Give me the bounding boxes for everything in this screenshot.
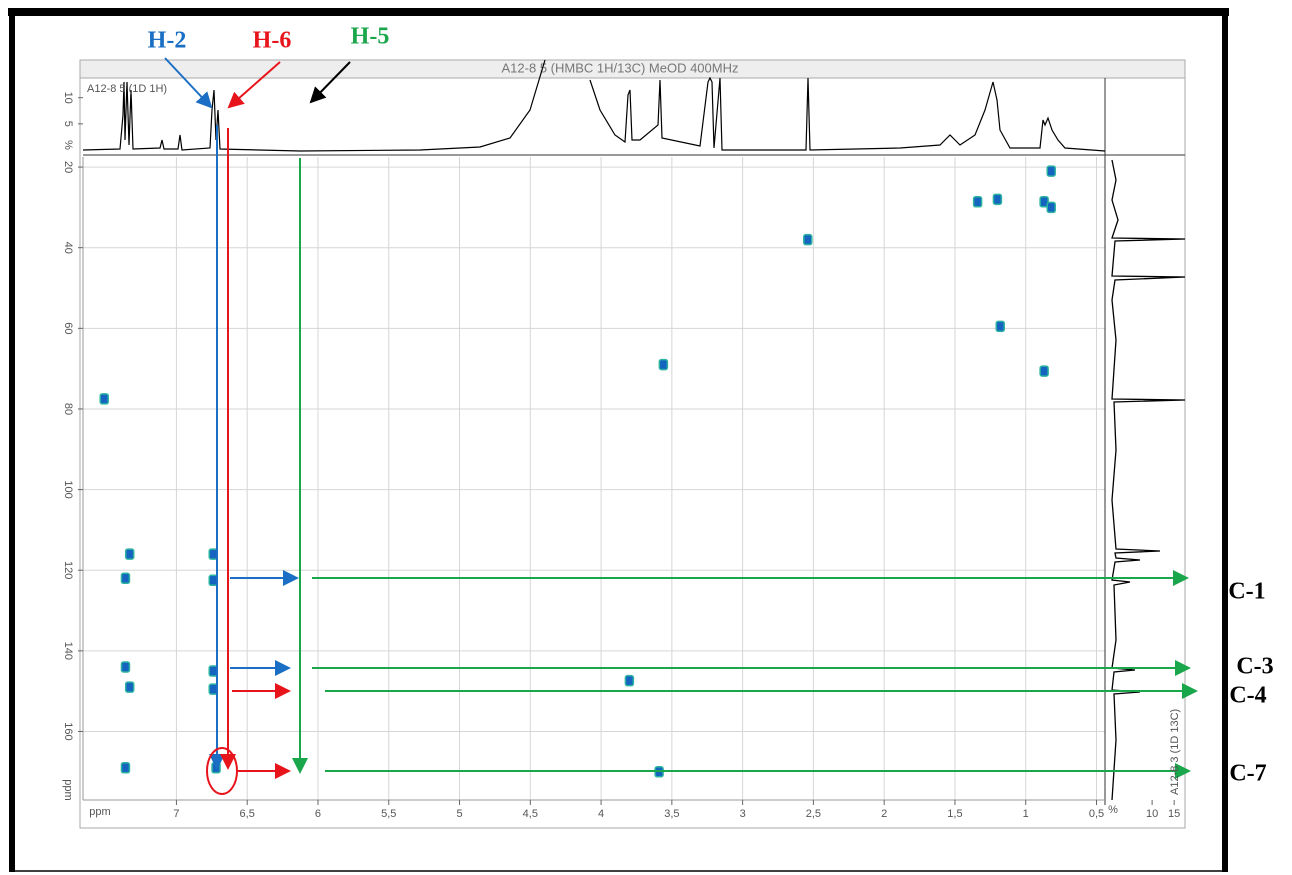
x-tick-label: 1,5 <box>947 808 962 820</box>
carbon-trace <box>1111 159 1186 801</box>
y-tick-label: 40 <box>62 242 74 254</box>
cross-peak <box>1046 165 1056 177</box>
x-tick-label: 7 <box>173 808 179 820</box>
unit-label: % <box>1108 804 1118 816</box>
plot-area <box>83 157 1105 800</box>
annotation: H-2 <box>148 28 187 54</box>
highlight <box>206 747 238 795</box>
cross-peak <box>1039 195 1049 208</box>
cross-peak <box>1039 365 1049 377</box>
x-tick-label: 3,5 <box>664 808 679 820</box>
cross-peak <box>1046 201 1056 214</box>
cross-peak <box>99 393 109 405</box>
x-tick-label: 6 <box>315 808 321 820</box>
annotation: H-5 <box>351 24 390 50</box>
tick-label: 5 <box>62 121 74 127</box>
y-tick-label: 60 <box>62 322 74 334</box>
x-tick-label: 2,5 <box>806 808 821 820</box>
annotation: C-3 <box>1236 654 1273 680</box>
plot-frame <box>79 59 1186 829</box>
cross-peak <box>995 320 1006 333</box>
unit-label: % <box>62 140 74 150</box>
cross-peak <box>972 195 983 208</box>
x-tick-label: 6,5 <box>240 808 255 820</box>
y-tick-label: 160 <box>62 722 74 740</box>
arrow <box>227 61 281 109</box>
cross-peak <box>124 681 135 693</box>
x-tick-label: 2 <box>881 808 887 820</box>
cross-peak <box>120 661 131 673</box>
proton-trace <box>82 59 1106 152</box>
tick-label: 15 <box>1168 808 1180 820</box>
annotation: C-4 <box>1229 683 1266 709</box>
cross-peak <box>658 358 669 371</box>
cross-peak <box>124 548 135 560</box>
x-tick-label: 4,5 <box>523 808 538 820</box>
projection-label: A12-8 5 (1D 1H) <box>87 83 167 95</box>
arrow <box>164 57 213 109</box>
x-tick-label: 5,5 <box>381 808 396 820</box>
annotation: H-6 <box>253 28 292 54</box>
x-tick-label: 3 <box>740 808 746 820</box>
y-tick-label: 80 <box>62 403 74 415</box>
tick-label: 10 <box>62 92 74 104</box>
arrow <box>309 61 351 104</box>
cross-peak <box>624 674 635 687</box>
annotation: C-1 <box>1228 579 1265 605</box>
y-axis-label: ppm <box>62 779 74 800</box>
y-tick-label: 100 <box>62 480 74 498</box>
x-tick-label: 4 <box>598 808 604 820</box>
cross-peak <box>120 761 131 774</box>
x-axis-label: ppm <box>89 806 110 818</box>
title-bar <box>79 59 1186 79</box>
y-tick-label: 120 <box>62 561 74 579</box>
x-tick-label: 0,5 <box>1089 808 1104 820</box>
cross-peak <box>992 193 1003 206</box>
x-tick-label: 5 <box>456 808 462 820</box>
cross-peak <box>120 572 131 585</box>
tick-label: 10 <box>1146 808 1158 820</box>
annotation: C-7 <box>1229 761 1266 787</box>
projection-label: A12-8 3 (1D 13C) <box>1169 709 1181 795</box>
cross-peak <box>802 233 813 246</box>
x-tick-label: 1 <box>1023 808 1029 820</box>
chart-title: A12-8 5 (HMBC 1H/13C) MeOD 400MHz <box>502 60 739 75</box>
y-tick-label: 20 <box>62 161 74 173</box>
y-tick-label: 140 <box>62 642 74 660</box>
